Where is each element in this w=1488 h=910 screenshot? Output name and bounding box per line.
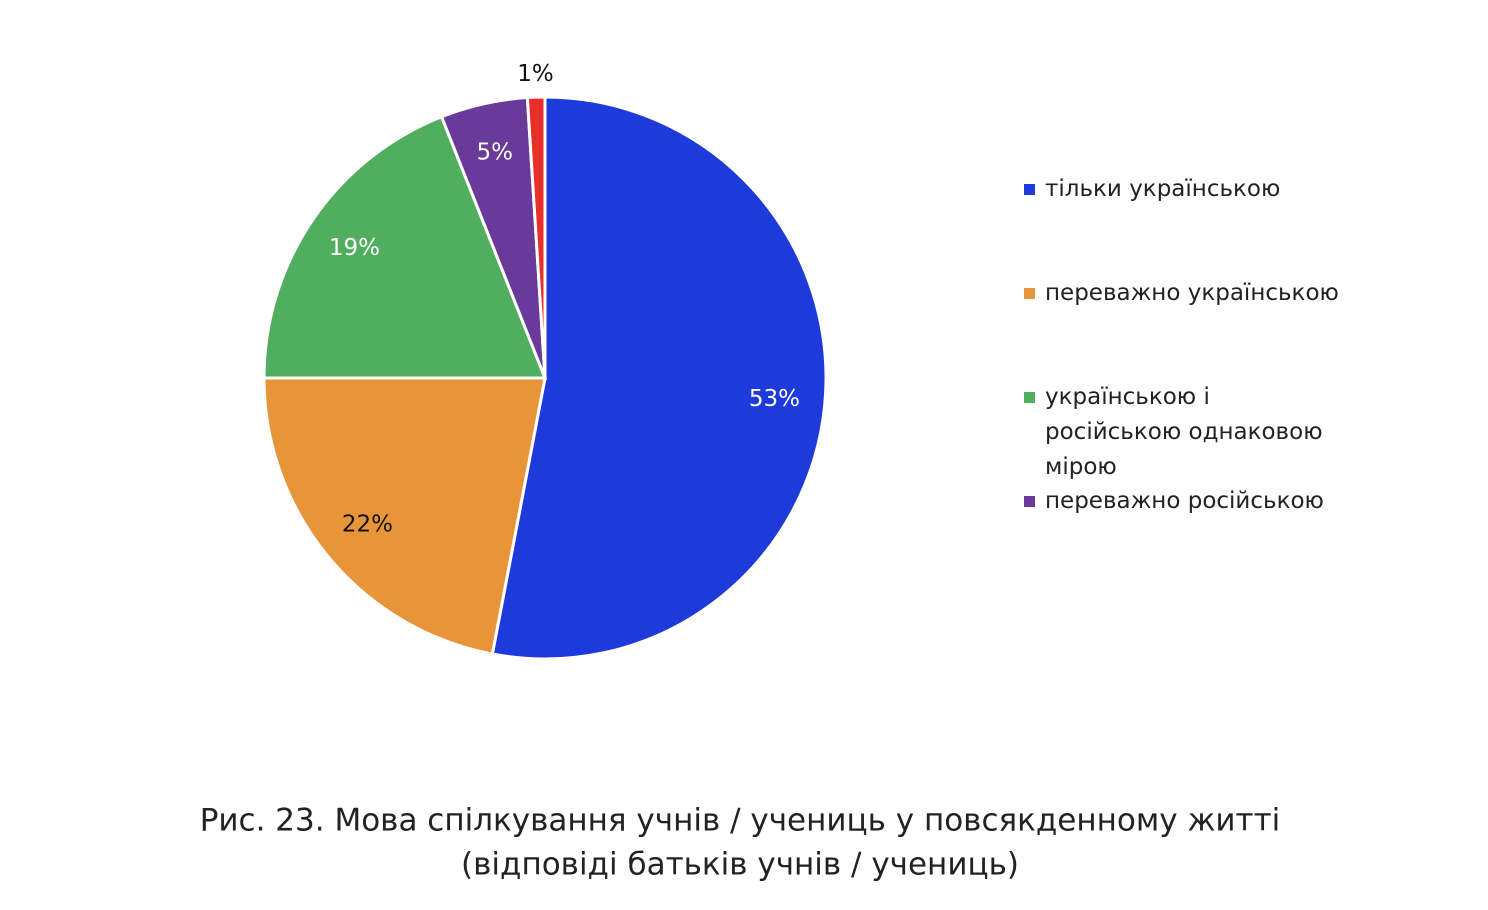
legend-swatch: [1024, 288, 1035, 299]
legend-label: переважно російською: [1045, 488, 1324, 514]
legend-item: українською і російською однаковою мірою: [1024, 380, 1354, 485]
legend-item: тільки українською: [1024, 172, 1354, 207]
legend-swatch: [1024, 184, 1035, 195]
legend-item: переважно українською: [1024, 276, 1354, 311]
data-label: 5%: [476, 140, 513, 166]
data-label: 22%: [342, 511, 393, 537]
data-label: 1%: [517, 61, 554, 87]
legend-swatch: [1024, 392, 1035, 403]
pie-slice: [262, 376, 547, 656]
pie-slice: [490, 95, 828, 661]
legend-label: тільки українською: [1045, 176, 1281, 202]
data-label: 19%: [329, 235, 380, 261]
pie-slice: [525, 95, 547, 379]
legend-swatch: [1024, 496, 1035, 507]
data-label: 53%: [749, 386, 800, 412]
pie-slice: [262, 114, 548, 380]
legend-item: переважно російською: [1024, 484, 1354, 519]
caption: (відповіді батьків учнів / учениць): [461, 847, 1019, 883]
legend-label: переважно українською: [1045, 280, 1339, 306]
legend-label: українською і російською однаковою мірою: [1045, 384, 1323, 480]
caption: Рис. 23. Мова спілкування учнів / учениц…: [200, 803, 1281, 839]
